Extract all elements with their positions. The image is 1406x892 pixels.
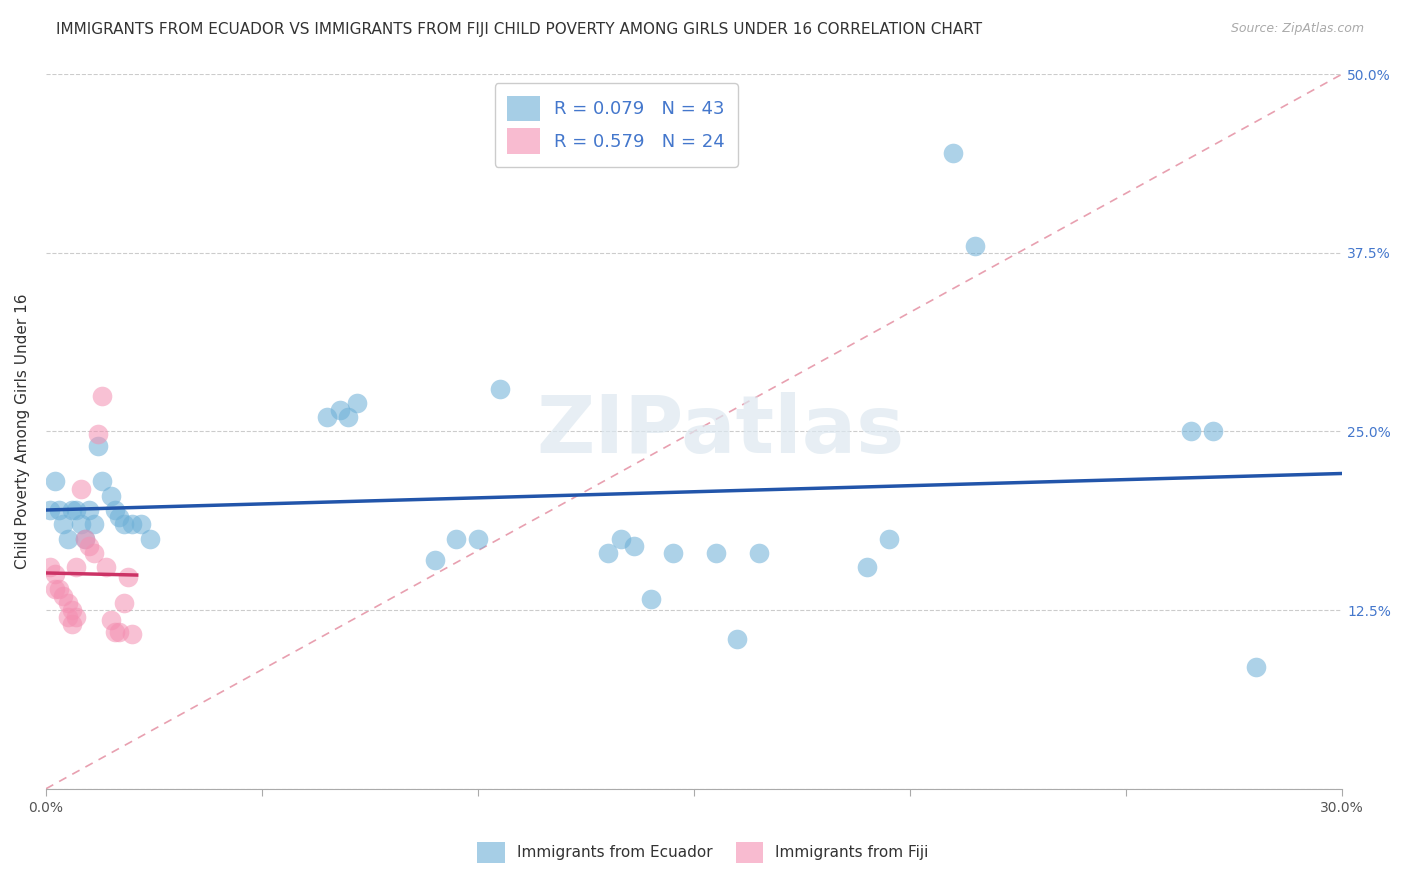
Point [346,396,368,410]
Point [65,560,87,574]
Point [640,591,662,606]
Point [39,503,62,517]
Point [596,546,619,560]
Legend: R = 0.079   N = 43, R = 0.579   N = 24: R = 0.079 N = 43, R = 0.579 N = 24 [495,83,738,167]
Point [56,596,79,610]
Point [704,546,727,560]
Point [83,546,105,560]
Point [1201,425,1223,439]
Point [1244,660,1267,674]
Point [423,553,446,567]
Point [77,503,100,517]
Point [488,382,510,396]
Point [108,624,131,639]
Point [315,410,337,425]
Point [48,503,70,517]
Point [48,582,70,596]
Point [446,532,468,546]
Point [104,503,127,517]
Point [467,532,489,546]
Text: Source: ZipAtlas.com: Source: ZipAtlas.com [1230,22,1364,36]
Point [877,532,900,546]
Point [96,560,118,574]
Point [856,560,879,574]
Point [623,539,645,553]
Point [52,517,75,532]
Point [661,546,683,560]
Point [748,546,770,560]
Point [77,539,100,553]
Point [112,517,135,532]
Text: ZIPatlas: ZIPatlas [536,392,904,470]
Point [87,439,110,453]
Point [112,596,135,610]
Point [725,632,748,646]
Point [138,532,160,546]
Point [121,517,143,532]
Point [91,475,114,489]
Point [73,532,96,546]
Point [121,627,143,641]
Point [52,589,75,603]
Point [56,532,79,546]
Point [65,503,87,517]
Point [87,427,110,442]
Point [44,582,66,596]
Point [963,238,986,252]
Point [609,532,631,546]
Point [44,475,66,489]
Point [60,617,83,632]
Point [337,410,360,425]
Point [1180,425,1202,439]
Point [83,517,105,532]
Point [117,570,139,584]
Point [942,145,965,160]
Point [91,389,114,403]
Point [104,624,127,639]
Point [73,532,96,546]
Point [65,610,87,624]
Point [44,567,66,582]
Point [100,489,122,503]
Point [60,603,83,617]
Point [129,517,152,532]
Text: IMMIGRANTS FROM ECUADOR VS IMMIGRANTS FROM FIJI CHILD POVERTY AMONG GIRLS UNDER : IMMIGRANTS FROM ECUADOR VS IMMIGRANTS FR… [56,22,983,37]
Point [100,613,122,627]
Point [329,403,352,417]
Point [56,610,79,624]
Point [69,517,91,532]
Point [69,482,91,496]
Legend: Immigrants from Ecuador, Immigrants from Fiji: Immigrants from Ecuador, Immigrants from… [465,830,941,875]
Y-axis label: Child Poverty Among Girls Under 16: Child Poverty Among Girls Under 16 [15,293,30,569]
Point [60,503,83,517]
Point [39,560,62,574]
Point [108,510,131,524]
